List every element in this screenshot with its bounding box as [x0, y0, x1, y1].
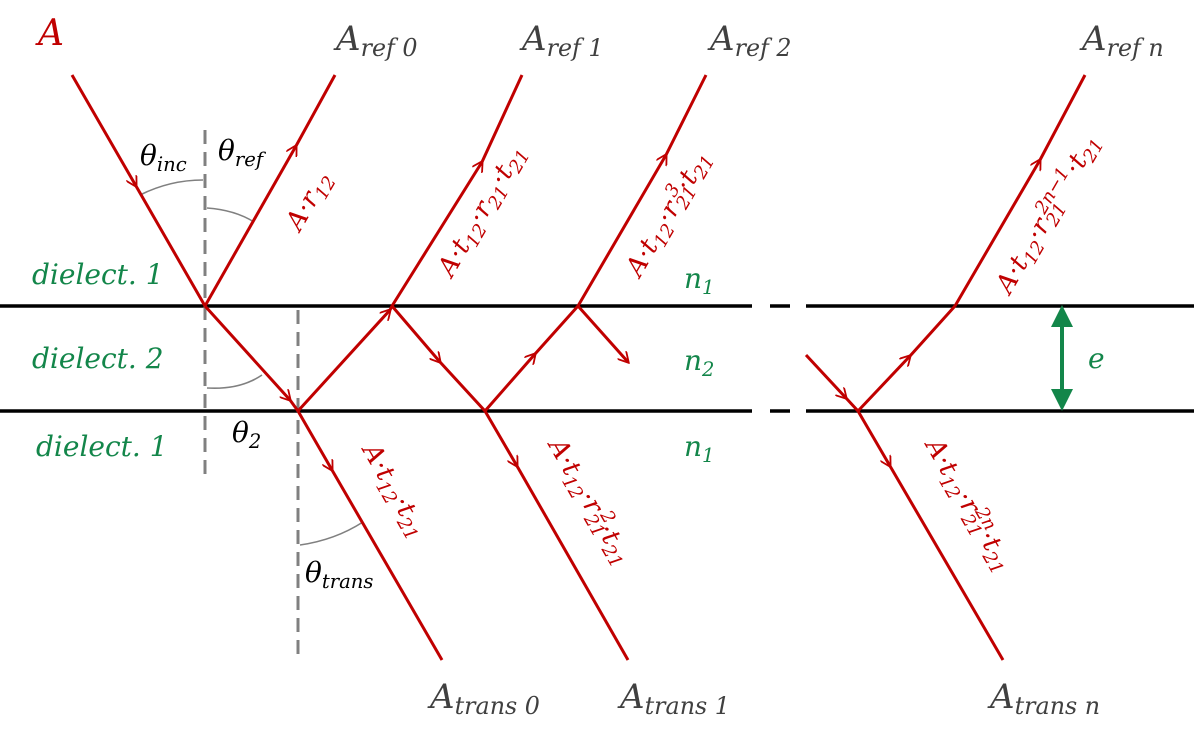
angle-arc-inc: [139, 179, 204, 196]
reflected-ray-0: [203, 146, 296, 307]
output-trans-0: Atrans 0: [427, 677, 540, 720]
index-n2: n2: [684, 344, 715, 381]
index-n1-top: n1: [684, 262, 715, 299]
theta-2-label: θ2: [232, 416, 261, 453]
output-trans-n: Atrans n: [987, 677, 1100, 720]
theta-ref-label: θref: [218, 134, 267, 171]
index-n1-bottom: n1: [684, 430, 715, 467]
thickness-label: e: [1088, 342, 1105, 375]
output-ref-n: Aref n: [1079, 19, 1164, 62]
medium-top-label: dielect. 1: [32, 258, 164, 291]
transmitted-ray-1: [483, 410, 517, 466]
reflected-ray-n: [953, 160, 1040, 307]
coef-trans-n: A·t12·r212n·t21: [914, 430, 1021, 578]
coef-trans-1: A·t12·r212·t21: [537, 430, 640, 571]
angle-arc-trans: [299, 521, 364, 546]
transmitted-ray-n: [856, 410, 890, 466]
output-ref-1: Aref 1: [519, 19, 604, 62]
theta-trans-label: θtrans: [305, 556, 373, 593]
incident-ray: [70, 74, 136, 186]
coef-ref-n: A·t12·r212n−1·t21: [986, 127, 1108, 302]
transmitted-ray-0: [296, 410, 332, 470]
coef-ref-0: A·r12: [279, 166, 341, 239]
angle-arc-ref: [206, 207, 255, 223]
reflected-ray-1: [390, 162, 482, 307]
theta-inc-label: θinc: [140, 139, 187, 176]
incident-label: A: [35, 13, 64, 54]
angle-arc-2: [206, 374, 263, 390]
rays: [70, 74, 1087, 661]
output-ref-0: Aref 0: [333, 19, 418, 62]
coef-trans-0: A·t12·t21: [351, 437, 433, 545]
medium-middle-label: dielect. 2: [32, 342, 164, 375]
reflected-ray-2: [576, 155, 666, 307]
medium-bottom-label: dielect. 1: [36, 430, 168, 463]
output-trans-1: Atrans 1: [617, 677, 730, 720]
output-ref-2: Aref 2: [707, 19, 792, 62]
